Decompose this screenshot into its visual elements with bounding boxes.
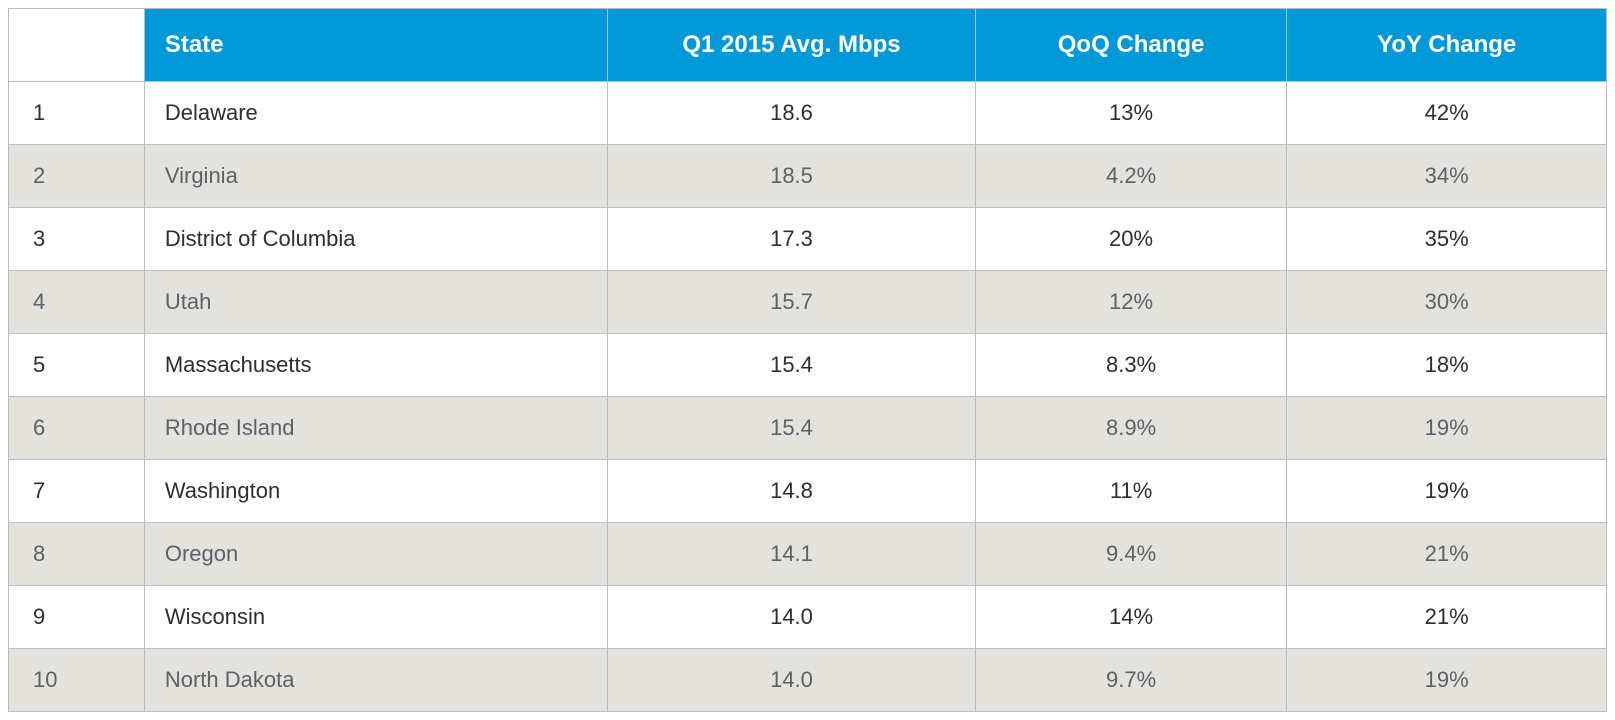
cell-state: Virginia [144, 145, 607, 208]
cell-mbps: 14.8 [608, 460, 976, 523]
cell-yoy: 19% [1287, 649, 1607, 712]
cell-state: Rhode Island [144, 397, 607, 460]
cell-mbps: 14.1 [608, 523, 976, 586]
header-mbps: Q1 2015 Avg. Mbps [608, 9, 976, 82]
table-row: 4 Utah 15.7 12% 30% [9, 271, 1607, 334]
cell-mbps: 14.0 [608, 649, 976, 712]
table-row: 8 Oregon 14.1 9.4% 21% [9, 523, 1607, 586]
cell-yoy: 19% [1287, 397, 1607, 460]
cell-mbps: 14.0 [608, 586, 976, 649]
cell-yoy: 34% [1287, 145, 1607, 208]
cell-qoq: 4.2% [975, 145, 1287, 208]
cell-qoq: 13% [975, 82, 1287, 145]
cell-rank: 2 [9, 145, 145, 208]
cell-qoq: 9.4% [975, 523, 1287, 586]
cell-state: Wisconsin [144, 586, 607, 649]
cell-mbps: 15.4 [608, 397, 976, 460]
cell-qoq: 8.9% [975, 397, 1287, 460]
header-rank [9, 9, 145, 82]
cell-rank: 6 [9, 397, 145, 460]
cell-rank: 9 [9, 586, 145, 649]
cell-rank: 3 [9, 208, 145, 271]
cell-state: Utah [144, 271, 607, 334]
cell-state: Delaware [144, 82, 607, 145]
cell-state: Massachusetts [144, 334, 607, 397]
cell-qoq: 20% [975, 208, 1287, 271]
cell-qoq: 11% [975, 460, 1287, 523]
table-row: 7 Washington 14.8 11% 19% [9, 460, 1607, 523]
table-row: 6 Rhode Island 15.4 8.9% 19% [9, 397, 1607, 460]
cell-yoy: 19% [1287, 460, 1607, 523]
cell-mbps: 15.4 [608, 334, 976, 397]
cell-yoy: 30% [1287, 271, 1607, 334]
cell-rank: 1 [9, 82, 145, 145]
table-row: 10 North Dakota 14.0 9.7% 19% [9, 649, 1607, 712]
cell-yoy: 42% [1287, 82, 1607, 145]
cell-rank: 10 [9, 649, 145, 712]
cell-qoq: 12% [975, 271, 1287, 334]
cell-qoq: 8.3% [975, 334, 1287, 397]
header-qoq: QoQ Change [975, 9, 1287, 82]
cell-mbps: 15.7 [608, 271, 976, 334]
cell-state: Washington [144, 460, 607, 523]
cell-rank: 4 [9, 271, 145, 334]
header-yoy: YoY Change [1287, 9, 1607, 82]
table-row: 5 Massachusetts 15.4 8.3% 18% [9, 334, 1607, 397]
cell-yoy: 35% [1287, 208, 1607, 271]
cell-mbps: 18.6 [608, 82, 976, 145]
cell-mbps: 17.3 [608, 208, 976, 271]
header-state: State [144, 9, 607, 82]
cell-state: Oregon [144, 523, 607, 586]
table-row: 1 Delaware 18.6 13% 42% [9, 82, 1607, 145]
table-header: State Q1 2015 Avg. Mbps QoQ Change YoY C… [9, 9, 1607, 82]
cell-yoy: 18% [1287, 334, 1607, 397]
cell-rank: 8 [9, 523, 145, 586]
table-row: 9 Wisconsin 14.0 14% 21% [9, 586, 1607, 649]
cell-rank: 5 [9, 334, 145, 397]
table-row: 2 Virginia 18.5 4.2% 34% [9, 145, 1607, 208]
table-row: 3 District of Columbia 17.3 20% 35% [9, 208, 1607, 271]
table-body: 1 Delaware 18.6 13% 42% 2 Virginia 18.5 … [9, 82, 1607, 712]
cell-mbps: 18.5 [608, 145, 976, 208]
cell-rank: 7 [9, 460, 145, 523]
cell-qoq: 9.7% [975, 649, 1287, 712]
cell-state: North Dakota [144, 649, 607, 712]
cell-qoq: 14% [975, 586, 1287, 649]
cell-yoy: 21% [1287, 586, 1607, 649]
cell-state: District of Columbia [144, 208, 607, 271]
cell-yoy: 21% [1287, 523, 1607, 586]
state-speed-table: State Q1 2015 Avg. Mbps QoQ Change YoY C… [8, 8, 1607, 712]
